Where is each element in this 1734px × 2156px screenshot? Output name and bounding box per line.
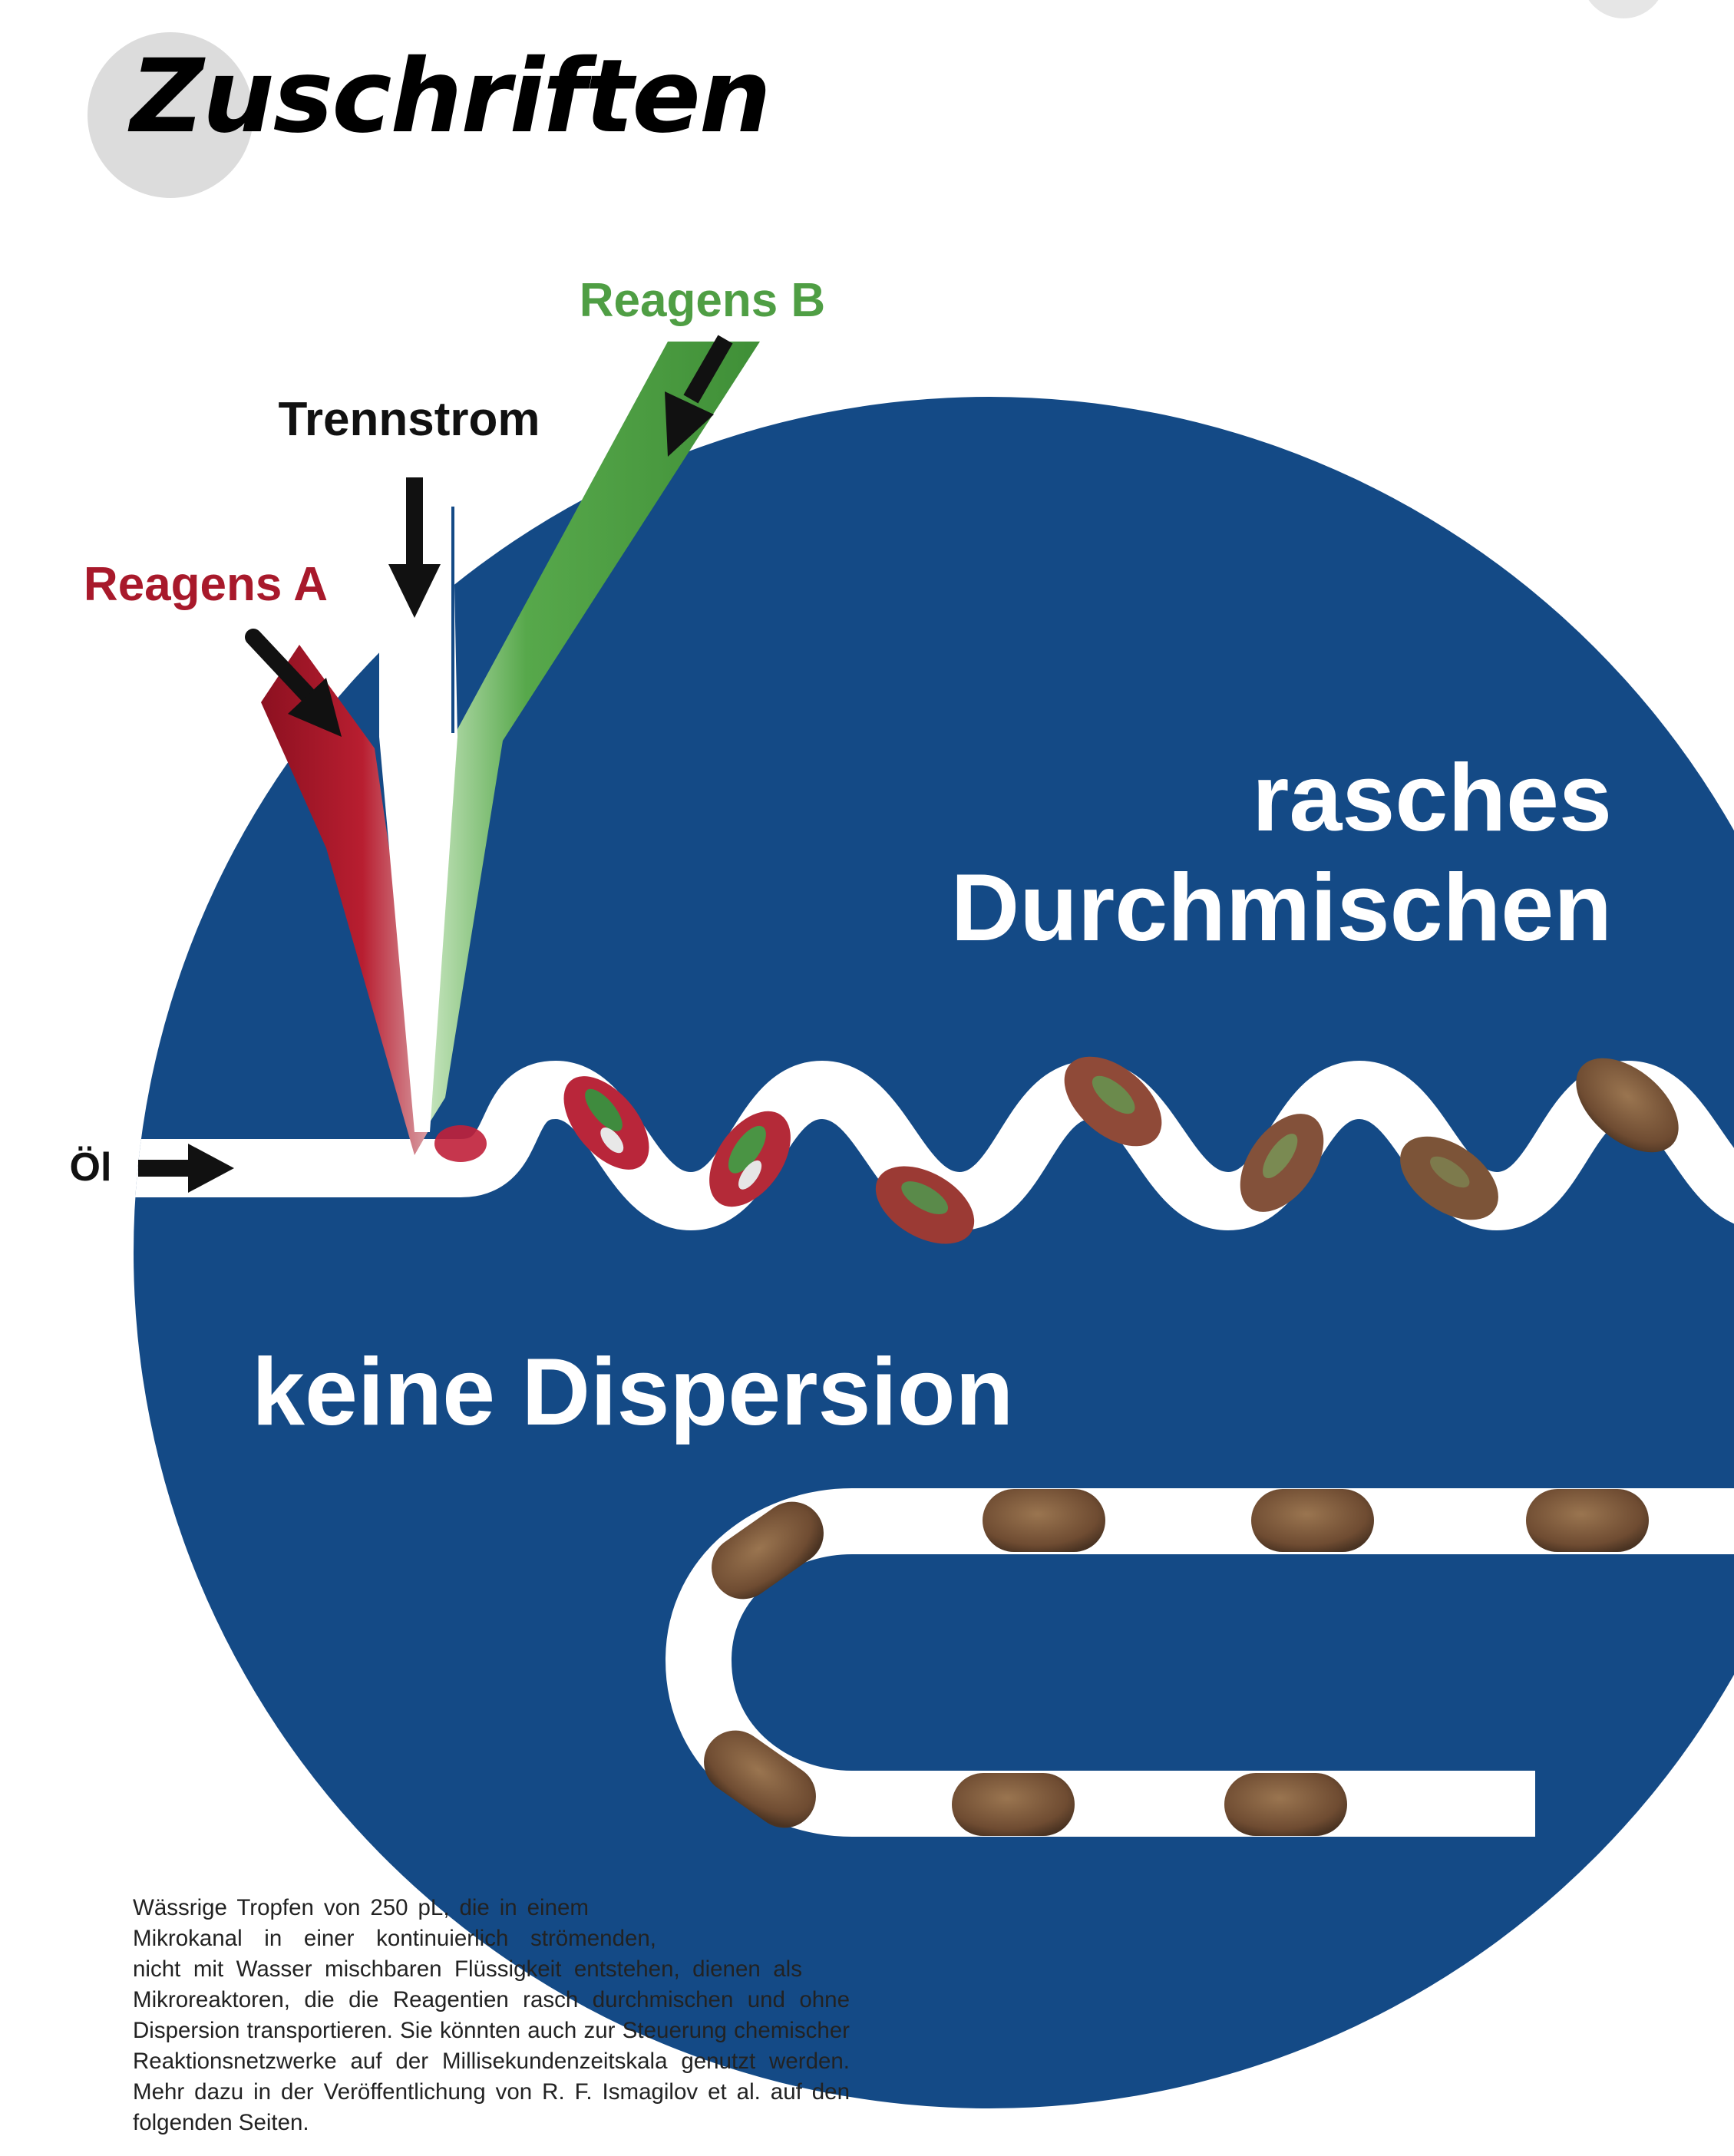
- mixing-droplet: [1576, 1058, 1679, 1153]
- mixing-droplet: [434, 1125, 487, 1162]
- mixing-droplet: [875, 1166, 975, 1244]
- droplet: [983, 1489, 1105, 1552]
- droplet: [1224, 1773, 1347, 1836]
- droplet: [952, 1773, 1075, 1836]
- mixing-droplet: [709, 1111, 791, 1207]
- mixing-droplet: [1064, 1056, 1162, 1147]
- label-rapid-mixing-line2: Durchmischen: [951, 855, 1612, 961]
- caption-line: Mikrokanal in einer kontinuierlich ström…: [133, 1926, 656, 1951]
- reagent-a-channel: [261, 645, 430, 1155]
- arrow-oil: [138, 1144, 234, 1193]
- caption-line: Wässrige Tropfen von 250 pL, die in eine…: [133, 1895, 589, 1920]
- transported-droplets: [704, 1489, 1649, 1836]
- droplet: [1251, 1489, 1374, 1552]
- droplet: [712, 1501, 824, 1600]
- separator-channel: [379, 507, 457, 1132]
- caption-line: nicht mit Wasser mischbaren Flüssigkeit …: [133, 1956, 802, 1982]
- reagent-b-channel: [426, 342, 760, 1128]
- mixing-droplets: [434, 1056, 1679, 1244]
- label-rapid-mixing-line1: rasches: [1252, 745, 1612, 851]
- label-reagent-a: Reagens A: [84, 558, 328, 611]
- caption-line: Reaktionsnetzwerke auf der Millisekunden…: [133, 2049, 850, 2074]
- label-separator-stream: Trennstrom: [278, 393, 540, 446]
- arrow-separator: [388, 477, 441, 618]
- label-no-dispersion: keine Dispersion: [252, 1339, 1013, 1445]
- droplet: [704, 1730, 816, 1828]
- caption-line: folgenden Seiten.: [133, 2110, 309, 2135]
- mixing-droplet: [1240, 1114, 1324, 1212]
- caption-line: Dispersion transportieren. Sie könnten a…: [133, 2018, 850, 2043]
- figure-caption: Wässrige Tropfen von 250 pL, die in eine…: [133, 1893, 850, 2138]
- arrow-reagent-a: [245, 629, 342, 737]
- section-header-circle: [88, 32, 253, 198]
- caption-line: Mikroreaktoren, die die Reagentien rasch…: [133, 1987, 850, 2012]
- field-background: [134, 397, 1734, 2108]
- caption-line: Mehr dazu in der Veröffentlichung von R.…: [133, 2079, 850, 2105]
- mixing-droplet: [563, 1076, 649, 1170]
- arrow-reagent-b: [665, 335, 733, 457]
- label-oil: Öl: [70, 1145, 112, 1190]
- droplet: [1526, 1489, 1649, 1552]
- label-reagent-b: Reagens B: [580, 274, 825, 327]
- section-title: Zuschriften: [130, 38, 771, 156]
- mixing-droplet: [1400, 1136, 1498, 1220]
